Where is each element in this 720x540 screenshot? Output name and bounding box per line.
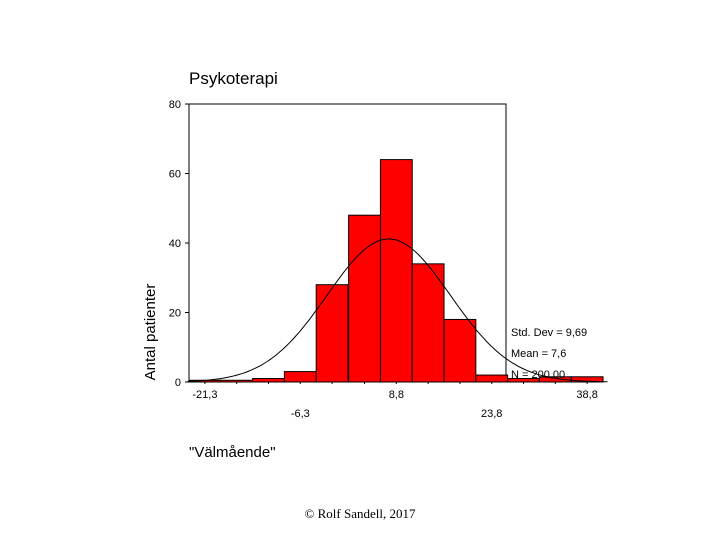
histogram-bar <box>283 371 317 383</box>
x-tick-label: 23,8 <box>481 408 502 420</box>
y-tick-label: 40 <box>169 238 181 250</box>
histogram-bar <box>348 214 381 383</box>
stat-std-dev: Std. Dev = 9,69 <box>511 327 587 339</box>
y-tick-label: 60 <box>169 169 181 181</box>
x-tick-label: -21,3 <box>192 389 217 401</box>
y-tick-label: 80 <box>169 99 181 111</box>
normal-curve <box>187 238 608 383</box>
y-tick-label: 20 <box>169 308 181 320</box>
stat-mean: Mean = 7,6 <box>511 348 566 360</box>
x-tick-label: 8,8 <box>389 389 404 401</box>
histogram-bar <box>411 263 445 383</box>
histogram-bar <box>252 378 285 383</box>
histogram-bar <box>379 159 413 383</box>
x-tick-label: -6,3 <box>291 408 310 420</box>
y-tick-label: 0 <box>175 377 181 389</box>
histogram-bar <box>475 374 509 383</box>
x-tick-label: 38,8 <box>576 389 597 401</box>
stat-n: N = 200,00 <box>511 369 565 381</box>
y-axis-title: Antal patienter <box>142 284 159 381</box>
chart-title: Psykoterapi <box>189 69 278 88</box>
histogram-bar <box>443 318 477 383</box>
histogram-bar <box>220 379 254 383</box>
histogram-bar <box>315 284 349 383</box>
copyright-footer: © Rolf Sandell, 2017 <box>304 506 416 521</box>
x-axis-title: "Välmående" <box>189 444 276 461</box>
